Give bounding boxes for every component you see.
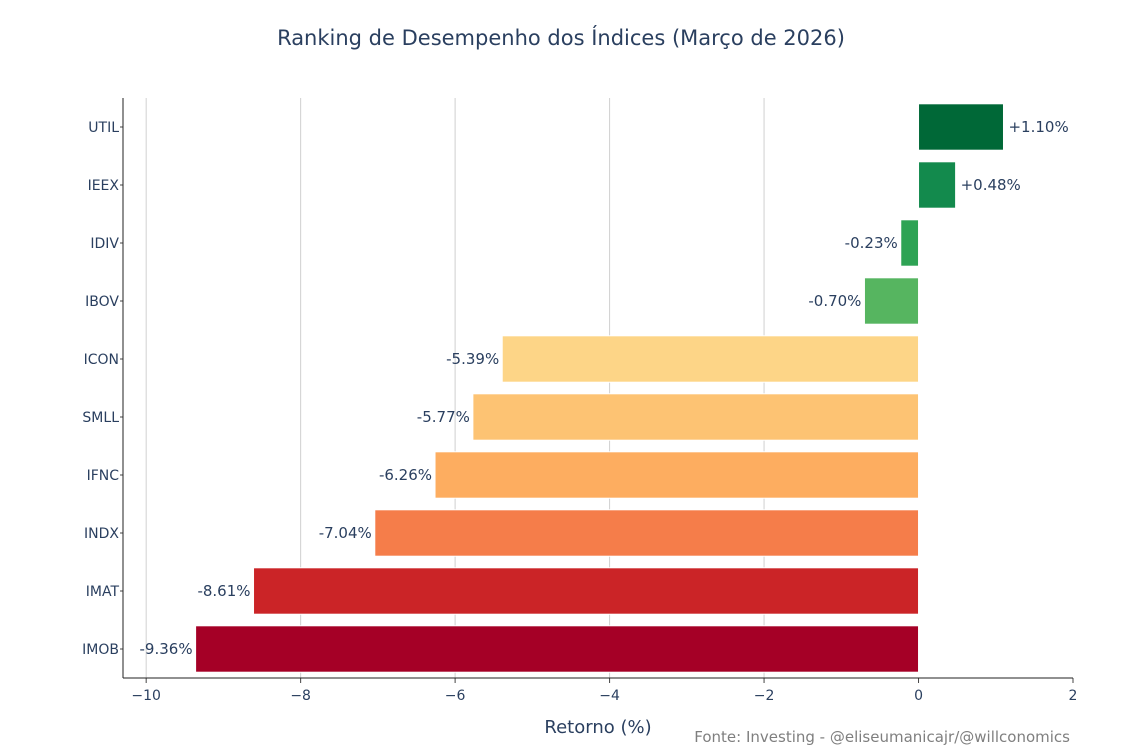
x-tick-label: −4 — [599, 688, 620, 704]
x-tick-label: 2 — [1069, 688, 1078, 704]
x-tick-label: −10 — [131, 688, 161, 704]
source-note: Fonte: Investing - @eliseumanicajr/@will… — [694, 728, 1070, 746]
y-tick-label: SMLL — [82, 410, 119, 426]
bar-smll — [472, 393, 920, 441]
bars — [195, 103, 1004, 673]
bar-value-label: -8.61% — [197, 582, 250, 600]
bar-value-label: -5.39% — [446, 350, 499, 368]
bar-value-label: -6.26% — [379, 466, 432, 484]
y-tick-label: ICON — [84, 352, 119, 368]
bar-icon — [501, 335, 920, 383]
x-tick-label: 0 — [914, 688, 923, 704]
y-tick-label: UTIL — [88, 120, 119, 136]
x-axis-title: Retorno (%) — [544, 717, 651, 738]
y-tick-label: IMOB — [82, 642, 119, 658]
bar-value-label: -5.77% — [417, 408, 470, 426]
y-tick-label: INDX — [84, 526, 119, 542]
y-tick-label: IDIV — [90, 236, 119, 252]
labels: −10 −8 −6 −4 −2 0 2 UTIL +1.10% IEEX +0.48% IDIV -0.… — [82, 118, 1077, 704]
bar-ibov — [863, 277, 920, 325]
bar-ifnc — [434, 451, 920, 499]
y-tick-label: IEEX — [88, 178, 120, 194]
bar-indx — [374, 509, 920, 557]
y-tick-label: IBOV — [85, 294, 119, 310]
bar-ieex — [918, 161, 957, 209]
bar-value-label: -7.04% — [319, 524, 372, 542]
x-tick-label: −2 — [754, 688, 775, 704]
chart-title: Ranking de Desempenho dos Índices (Março… — [277, 26, 845, 50]
bar-value-label: +1.10% — [1008, 118, 1068, 136]
bar-value-label: -0.23% — [845, 234, 898, 252]
bar-value-label: -0.70% — [808, 292, 861, 310]
bar-idiv — [900, 219, 920, 267]
axes — [122, 98, 1073, 679]
x-tick-label: −8 — [290, 688, 311, 704]
bar-imat — [253, 567, 920, 615]
bar-value-label: +0.48% — [961, 176, 1021, 194]
y-tick-label: IFNC — [87, 468, 120, 484]
bar-imob — [195, 625, 920, 673]
x-tick-label: −6 — [445, 688, 466, 704]
y-tick-label: IMAT — [86, 584, 120, 600]
bar-util — [918, 103, 1004, 151]
bar-value-label: -9.36% — [140, 640, 193, 658]
